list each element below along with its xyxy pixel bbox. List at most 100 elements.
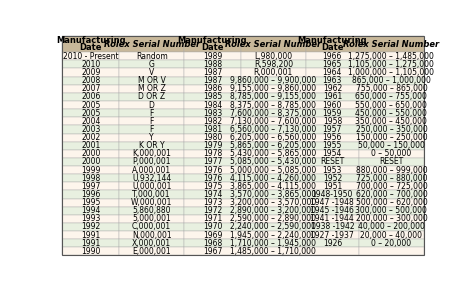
Text: 1,000,000 – 1,105,000: 1,000,000 – 1,105,000 bbox=[348, 68, 434, 77]
Bar bbox=[306, 239, 359, 247]
Text: U,000,001: U,000,001 bbox=[132, 182, 171, 191]
Text: 1987: 1987 bbox=[203, 76, 222, 85]
Text: 1977: 1977 bbox=[203, 158, 222, 166]
Bar bbox=[359, 60, 424, 68]
Bar bbox=[241, 174, 306, 182]
Bar bbox=[359, 77, 424, 85]
Text: 1966: 1966 bbox=[323, 52, 342, 61]
Bar bbox=[184, 199, 241, 207]
Bar bbox=[359, 223, 424, 231]
Text: 2009: 2009 bbox=[81, 68, 100, 77]
Text: T,000,001: T,000,001 bbox=[132, 190, 171, 199]
Bar bbox=[306, 207, 359, 215]
Bar bbox=[241, 36, 306, 52]
Bar bbox=[241, 125, 306, 134]
Text: Date: Date bbox=[201, 43, 224, 52]
Bar bbox=[62, 52, 119, 60]
Bar bbox=[62, 36, 119, 52]
Text: 2001: 2001 bbox=[81, 141, 100, 150]
Text: G: G bbox=[149, 60, 155, 69]
Text: 1963: 1963 bbox=[323, 76, 342, 85]
Text: U,932,144: U,932,144 bbox=[132, 174, 171, 183]
Text: 755,000 – 865,000: 755,000 – 865,000 bbox=[356, 84, 427, 93]
Text: 2,890,000 – 3,200,000: 2,890,000 – 3,200,000 bbox=[230, 206, 316, 215]
Bar bbox=[359, 207, 424, 215]
Text: 3,570,000 – 3,865,000: 3,570,000 – 3,865,000 bbox=[230, 190, 317, 199]
Text: 300,000 – 500,000: 300,000 – 500,000 bbox=[356, 206, 428, 215]
Bar bbox=[62, 60, 119, 68]
Text: 2006: 2006 bbox=[81, 92, 100, 101]
Bar bbox=[359, 142, 424, 150]
Bar bbox=[306, 223, 359, 231]
Bar bbox=[241, 60, 306, 68]
Text: 1999: 1999 bbox=[81, 166, 100, 175]
Bar bbox=[306, 166, 359, 174]
Bar bbox=[119, 68, 184, 77]
Bar bbox=[241, 109, 306, 117]
Bar bbox=[359, 85, 424, 93]
Text: 1986: 1986 bbox=[203, 84, 222, 93]
Bar bbox=[241, 207, 306, 215]
Text: 1952: 1952 bbox=[323, 174, 342, 183]
Text: N,000,001: N,000,001 bbox=[132, 231, 172, 240]
Bar bbox=[184, 215, 241, 223]
Text: 5,085,000 – 5,430,000: 5,085,000 – 5,430,000 bbox=[230, 158, 317, 166]
Text: 9,155,000 – 9,860,000: 9,155,000 – 9,860,000 bbox=[230, 84, 317, 93]
Bar bbox=[184, 125, 241, 134]
Bar bbox=[62, 93, 119, 101]
Bar bbox=[62, 247, 119, 255]
Text: 700,000 – 725,000: 700,000 – 725,000 bbox=[356, 182, 427, 191]
Text: RESET: RESET bbox=[320, 158, 345, 166]
Text: 2008: 2008 bbox=[81, 76, 100, 85]
Text: 450,000 – 550,000: 450,000 – 550,000 bbox=[356, 109, 428, 118]
Text: 1947 -1948: 1947 -1948 bbox=[310, 198, 354, 207]
Bar bbox=[119, 150, 184, 158]
Bar bbox=[62, 190, 119, 199]
Text: 1979: 1979 bbox=[203, 141, 222, 150]
Bar bbox=[184, 36, 241, 52]
Text: M OR V: M OR V bbox=[138, 76, 165, 85]
Text: 1969: 1969 bbox=[203, 231, 222, 240]
Bar bbox=[306, 77, 359, 85]
Bar bbox=[306, 190, 359, 199]
Bar bbox=[184, 239, 241, 247]
Text: 1,105,000 – 1,275,000: 1,105,000 – 1,275,000 bbox=[348, 60, 434, 69]
Bar bbox=[62, 166, 119, 174]
Bar bbox=[241, 166, 306, 174]
Text: 50,000 – 150,000: 50,000 – 150,000 bbox=[358, 141, 425, 150]
Bar bbox=[359, 247, 424, 255]
Text: 6,205,000 – 6,560,000: 6,205,000 – 6,560,000 bbox=[230, 133, 317, 142]
Text: 0 – 20,000: 0 – 20,000 bbox=[371, 239, 411, 248]
Text: 1957: 1957 bbox=[323, 125, 342, 134]
Text: 2000: 2000 bbox=[81, 149, 100, 158]
Bar bbox=[241, 68, 306, 77]
Text: Rolex Serial Number: Rolex Serial Number bbox=[343, 40, 439, 49]
Text: 8,375,000 – 8,785,000: 8,375,000 – 8,785,000 bbox=[230, 101, 316, 110]
Text: F: F bbox=[149, 125, 154, 134]
Bar bbox=[62, 150, 119, 158]
Text: 1997: 1997 bbox=[81, 182, 100, 191]
Bar bbox=[359, 199, 424, 207]
Text: E,000,001: E,000,001 bbox=[132, 247, 171, 256]
Bar bbox=[184, 68, 241, 77]
Bar bbox=[119, 166, 184, 174]
Bar bbox=[119, 223, 184, 231]
Text: Rolex Serial Number: Rolex Serial Number bbox=[225, 40, 321, 49]
Text: 1976: 1976 bbox=[203, 174, 222, 183]
Text: 1965: 1965 bbox=[323, 60, 342, 69]
Text: Manufacturing: Manufacturing bbox=[56, 36, 126, 45]
Text: 550,000 – 650,000: 550,000 – 650,000 bbox=[356, 101, 428, 110]
Bar bbox=[62, 134, 119, 142]
Text: 1964: 1964 bbox=[323, 68, 342, 77]
Text: 5,860,880: 5,860,880 bbox=[132, 206, 171, 215]
Text: 6,560,000 – 7,130,000: 6,560,000 – 7,130,000 bbox=[230, 125, 317, 134]
Text: 2000: 2000 bbox=[81, 158, 100, 166]
Bar bbox=[359, 150, 424, 158]
Bar bbox=[359, 134, 424, 142]
Bar bbox=[306, 215, 359, 223]
Bar bbox=[119, 239, 184, 247]
Bar bbox=[306, 93, 359, 101]
Text: 40,000 – 200,000: 40,000 – 200,000 bbox=[358, 223, 425, 231]
Text: 1983: 1983 bbox=[203, 109, 222, 118]
Text: Manufacturing: Manufacturing bbox=[178, 36, 247, 45]
